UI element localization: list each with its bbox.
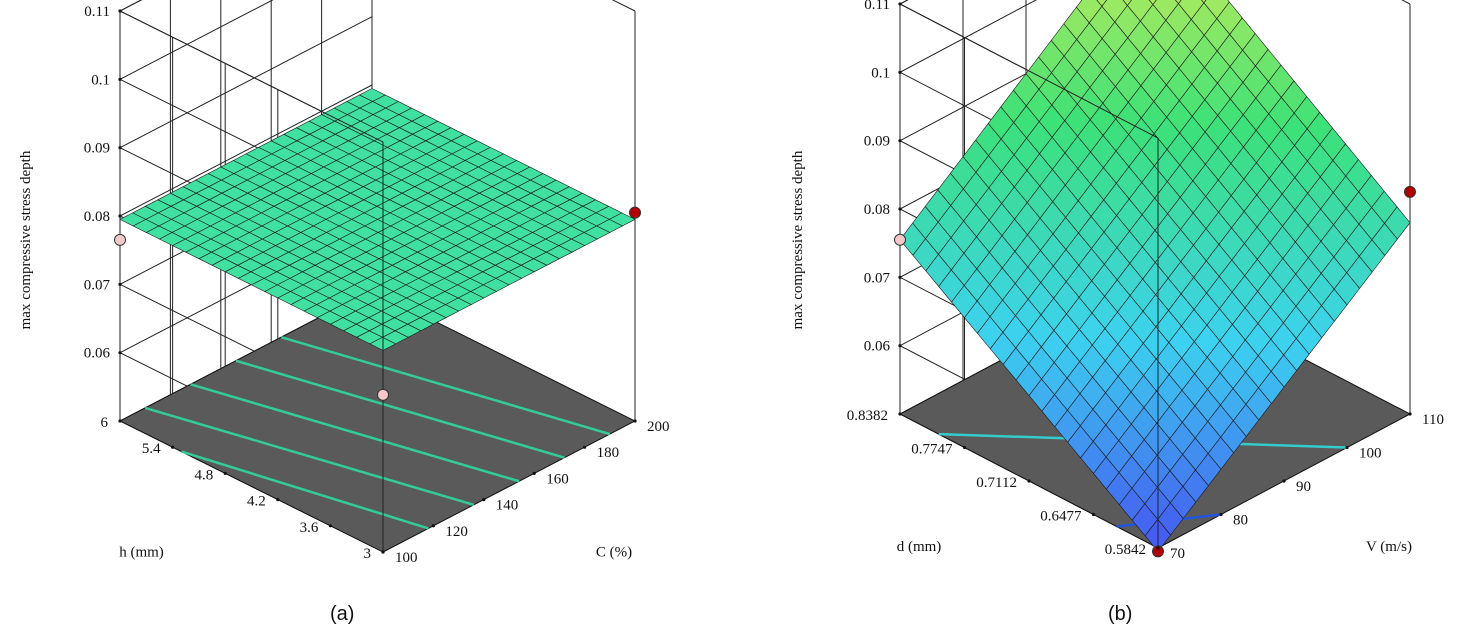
x-tick-label: 180: [597, 445, 620, 461]
x-tick-mark: [633, 419, 637, 423]
z-tick-label: 0.1: [91, 72, 110, 88]
y-tick-mark: [328, 524, 332, 528]
x-tick-mark: [1282, 479, 1286, 483]
z-tick-mark: [898, 344, 902, 348]
z-tick-label: 0.11: [864, 0, 890, 13]
y-tick-label: 0.5842: [1105, 542, 1146, 558]
design-point: [114, 233, 126, 246]
x-tick-label: 200: [647, 419, 670, 435]
x-tick-label: 70: [1170, 546, 1185, 562]
response-surface: [899, 0, 1411, 552]
x-tick-label: 120: [445, 524, 468, 540]
y-tick-label: 6: [101, 415, 109, 431]
design-point: [377, 388, 389, 401]
z-tick-label: 0.09: [84, 141, 110, 157]
y-tick-mark: [171, 445, 175, 449]
z-tick-mark: [118, 77, 122, 81]
x-tick-mark: [1345, 445, 1349, 450]
z-tick-mark: [898, 275, 902, 279]
y-tick-mark: [1027, 479, 1031, 483]
z-tick-mark: [118, 146, 122, 150]
surface-cell: [1122, 0, 1132, 6]
y-tick-mark: [1091, 512, 1096, 517]
z-tick-mark: [118, 214, 122, 218]
z-tick-mark: [118, 9, 122, 13]
design-point: [1152, 545, 1164, 558]
z-tick-mark: [898, 207, 902, 211]
frame-edge: [611, 0, 636, 12]
z-tick-mark: [898, 70, 902, 74]
y-tick-label: 0.7112: [976, 475, 1017, 491]
design-point: [1404, 185, 1416, 198]
x-axis-title: V (m/s): [1366, 539, 1412, 555]
z-axis-title: max compressive stress depth: [18, 150, 34, 329]
y-tick-label: 4.2: [247, 494, 266, 510]
y-tick-label: 0.8382: [847, 408, 888, 424]
z-tick-label: 0.09: [864, 134, 890, 150]
design-point: [629, 206, 641, 219]
y-axis-title: h (mm): [119, 545, 164, 561]
chart-panel-b: 0.06 0.07 0.08 0.09 0.1 0.11 0.5842 0.6477 0.711…: [790, 0, 1444, 562]
surface-cell: [1148, 0, 1157, 6]
y-tick-label: 5.4: [142, 441, 161, 457]
y-axis-title: d (mm): [897, 539, 942, 555]
y-tick-mark: [898, 412, 902, 416]
chart-panel-a: 0.06 0.07 0.08 0.09 0.1 0.11 3 3.6 4.2 4.8 5.4 6 100…: [18, 0, 670, 566]
y-tick-mark: [118, 419, 122, 423]
z-tick-mark: [898, 139, 902, 143]
x-tick-label: 80: [1233, 513, 1248, 529]
z-tick-label: 0.06: [84, 346, 111, 362]
z-tick-mark: [898, 2, 902, 6]
x-tick-mark: [381, 550, 385, 554]
design-point: [894, 233, 906, 246]
x-tick-mark: [1219, 512, 1223, 517]
x-tick-mark: [1156, 546, 1160, 550]
y-tick-label: 3.6: [300, 520, 319, 536]
surface-cell: [1096, 0, 1108, 7]
z-tick-label: 0.08: [864, 202, 890, 218]
y-tick-mark: [223, 471, 227, 475]
response-surface: [119, 88, 636, 351]
x-axis-title: C (%): [596, 545, 632, 561]
z-tick-label: 0.11: [84, 4, 110, 20]
y-tick-label: 4.8: [194, 467, 213, 483]
x-tick-mark: [431, 524, 435, 528]
z-tick-label: 0.08: [84, 209, 110, 225]
x-tick-mark: [1408, 412, 1412, 416]
z-tick-mark: [118, 282, 122, 286]
x-tick-label: 110: [1422, 412, 1444, 428]
caption-b: (b): [1108, 603, 1133, 625]
floor-contour: [280, 335, 611, 436]
x-tick-mark: [532, 471, 536, 475]
z-tick-label: 0.1: [871, 65, 890, 81]
x-tick-label: 160: [546, 471, 569, 487]
floor-contour: [190, 383, 520, 483]
x-tick-mark: [482, 498, 486, 502]
surface-cell: [1174, 0, 1182, 5]
floor-contour: [144, 406, 475, 507]
z-tick-label: 0.07: [864, 270, 891, 286]
surface-cell: [1201, 0, 1207, 4]
y-tick-label: 3: [364, 546, 372, 562]
y-tick-mark: [276, 498, 280, 502]
y-tick-label: 0.6477: [1040, 509, 1082, 525]
x-tick-mark: [583, 445, 587, 449]
caption-a: (a): [330, 603, 355, 625]
x-tick-label: 100: [395, 550, 418, 566]
z-tick-label: 0.07: [84, 277, 111, 293]
z-axis-title: max compressive stress depth: [790, 150, 806, 329]
y-tick-label: 0.7747: [911, 442, 953, 458]
floor-contour: [180, 450, 429, 530]
x-tick-label: 140: [496, 498, 519, 514]
x-tick-label: 100: [1359, 446, 1382, 462]
x-tick-label: 90: [1296, 479, 1311, 495]
y-tick-mark: [962, 445, 967, 450]
z-tick-label: 0.06: [864, 339, 891, 355]
z-tick-mark: [118, 351, 122, 355]
floor-contour: [235, 359, 565, 459]
